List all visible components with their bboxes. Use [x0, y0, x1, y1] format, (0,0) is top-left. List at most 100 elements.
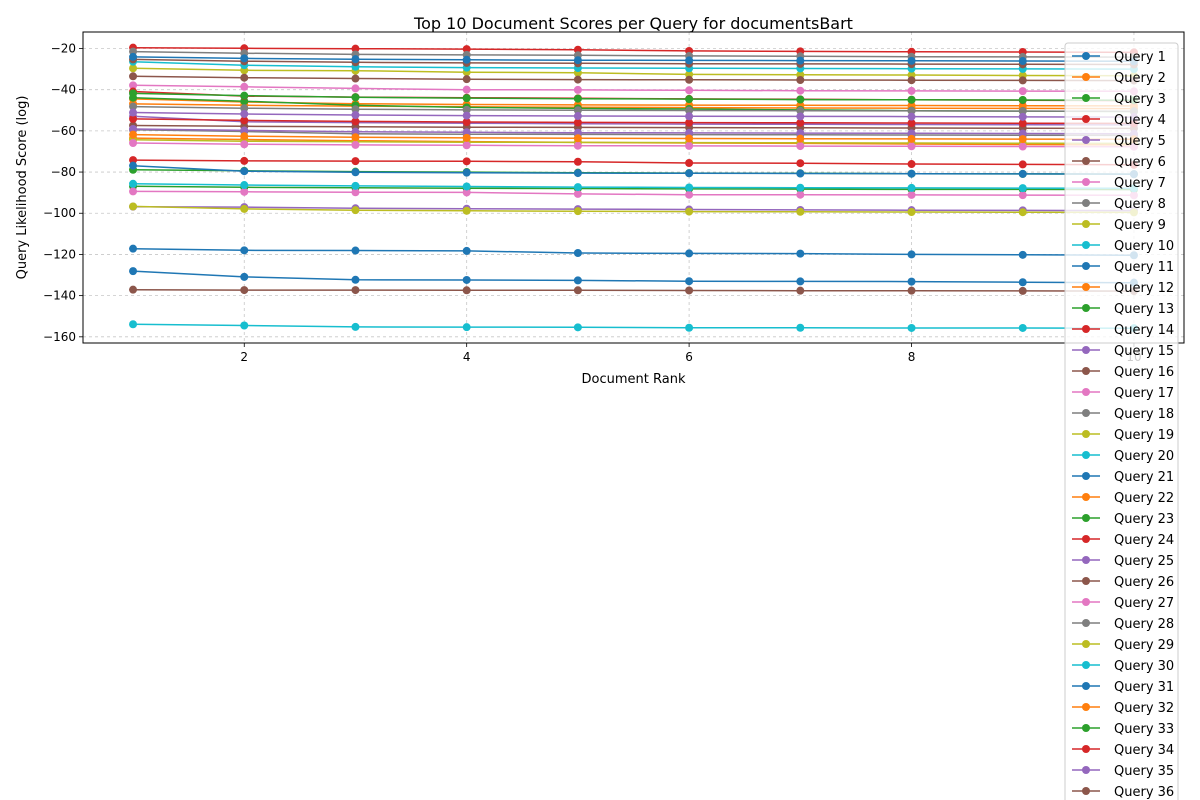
data-point — [907, 323, 916, 332]
legend-item: Query 19 — [1072, 428, 1174, 443]
series-line — [132, 115, 1135, 126]
y-tick-label: −80 — [51, 165, 76, 179]
data-point — [351, 181, 360, 190]
data-point — [685, 169, 694, 178]
legend-item: Query 13 — [1072, 302, 1174, 317]
series-25 — [129, 125, 1138, 138]
legend-swatch-marker — [1082, 535, 1090, 543]
data-point — [462, 75, 471, 84]
legend-item: Query 4 — [1072, 113, 1166, 128]
data-point — [240, 181, 249, 190]
legend-swatch-marker — [1082, 682, 1090, 690]
legend-label: Query 8 — [1114, 197, 1166, 212]
legend-label: Query 7 — [1114, 176, 1166, 191]
data-point — [907, 286, 916, 295]
data-point — [796, 323, 805, 332]
series-line — [132, 118, 1135, 125]
series-line — [132, 138, 1135, 145]
legend-label: Query 9 — [1114, 218, 1166, 233]
data-point — [129, 114, 138, 123]
data-point — [573, 183, 582, 192]
data-point — [1018, 250, 1027, 259]
series-line — [132, 142, 1135, 148]
data-point — [573, 85, 582, 94]
series-line — [132, 58, 1135, 66]
data-point — [129, 139, 138, 148]
series-line — [132, 60, 1135, 70]
legend-label: Query 6 — [1114, 155, 1166, 170]
legend-item: Query 33 — [1072, 722, 1174, 737]
legend-swatch-marker — [1082, 409, 1090, 417]
data-point — [462, 141, 471, 150]
data-point — [462, 105, 471, 114]
legend-item: Query 28 — [1072, 617, 1174, 632]
y-tick-label: −120 — [43, 247, 76, 261]
legend-label: Query 21 — [1114, 470, 1174, 485]
y-axis-title: Query Likelihood Score (log) — [15, 96, 30, 280]
data-point — [796, 169, 805, 178]
data-point — [685, 323, 694, 332]
legend-swatch-marker — [1082, 178, 1090, 186]
data-point — [129, 267, 138, 276]
legend-label: Query 29 — [1114, 638, 1174, 653]
series-line — [132, 75, 1135, 82]
data-point — [1018, 87, 1027, 96]
legend-item: Query 32 — [1072, 701, 1174, 716]
series-line — [132, 185, 1135, 191]
data-point — [462, 323, 471, 332]
series-line — [132, 56, 1135, 62]
data-point — [1018, 160, 1027, 169]
data-point — [573, 106, 582, 115]
x-tick-label: 8 — [908, 350, 916, 364]
data-point — [351, 127, 360, 136]
legend-label: Query 25 — [1114, 554, 1174, 569]
data-point — [351, 188, 360, 197]
series-line — [132, 84, 1135, 93]
series-27 — [129, 139, 1138, 151]
series-17 — [129, 81, 1138, 96]
data-point — [685, 128, 694, 137]
series-21 — [129, 161, 1138, 179]
data-point — [685, 286, 694, 295]
legend-item: Query 1 — [1072, 50, 1166, 65]
legend-swatch-marker — [1082, 514, 1090, 522]
data-point — [351, 84, 360, 93]
legend-swatch-marker — [1082, 94, 1090, 102]
data-point — [1018, 129, 1027, 138]
chart-title: Top 10 Document Scores per Query for doc… — [413, 14, 853, 33]
legend-item: Query 17 — [1072, 386, 1174, 401]
legend-swatch-marker — [1082, 199, 1090, 207]
legend-label: Query 5 — [1114, 134, 1166, 149]
series-line — [132, 159, 1135, 166]
data-point — [685, 183, 694, 192]
data-point — [240, 204, 249, 213]
data-point — [573, 323, 582, 332]
data-point — [462, 286, 471, 295]
series-line — [132, 105, 1135, 113]
legend-item: Query 9 — [1072, 218, 1166, 233]
series-line — [132, 111, 1135, 118]
data-point — [351, 105, 360, 114]
series-35 — [129, 108, 1138, 122]
legend-label: Query 22 — [1114, 491, 1174, 506]
data-point — [129, 102, 138, 111]
data-point — [240, 321, 249, 330]
data-point — [573, 94, 582, 103]
data-point — [1018, 135, 1027, 144]
data-point — [573, 128, 582, 137]
legend-swatch-marker — [1082, 766, 1090, 774]
data-point — [1018, 57, 1027, 66]
data-point — [573, 134, 582, 143]
data-point — [462, 246, 471, 255]
data-point — [685, 249, 694, 258]
legend-swatch-marker — [1082, 304, 1090, 312]
legend-label: Query 26 — [1114, 575, 1174, 590]
legend-swatch-marker — [1082, 262, 1090, 270]
data-point — [240, 156, 249, 165]
data-point — [907, 277, 916, 286]
legend-label: Query 36 — [1114, 785, 1174, 800]
data-point — [907, 134, 916, 143]
data-point — [351, 117, 360, 126]
data-point — [240, 272, 249, 281]
y-tick-label: −40 — [51, 83, 76, 97]
